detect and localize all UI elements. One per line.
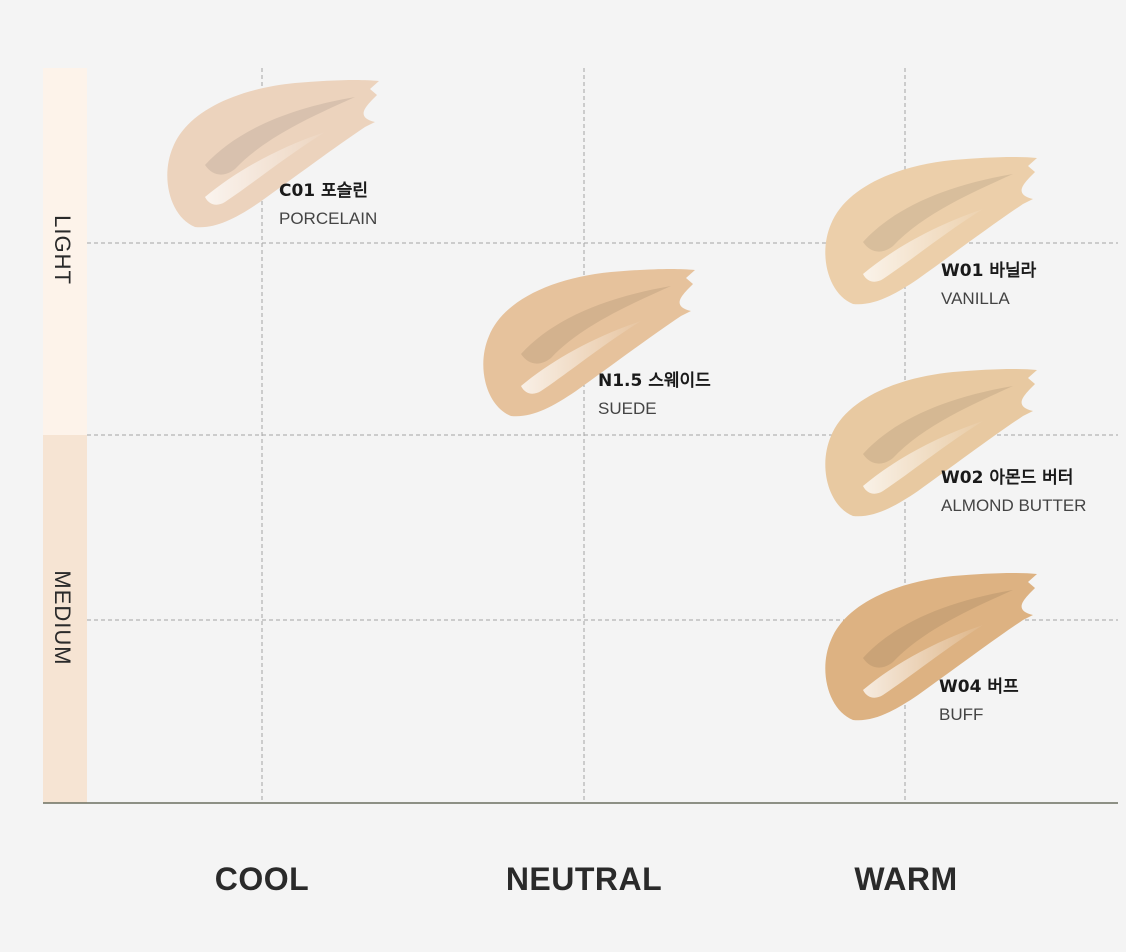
swatch-highlight xyxy=(863,625,983,698)
shade-labels: C01 포슬린 PORCELAIN N1.5 스웨이드 SUEDE W01 바닐라 VAN… xyxy=(279,181,1086,724)
swatch-highlight xyxy=(205,132,325,205)
band-label-medium: MEDIUM xyxy=(50,570,75,665)
swatch-highlight xyxy=(521,321,641,394)
tone-label-warm: WARM xyxy=(854,861,957,897)
swatch-buff xyxy=(825,572,1037,721)
swatch-porcelain xyxy=(167,79,379,228)
swatch-highlight xyxy=(863,209,983,282)
shade-name: SUEDE xyxy=(598,399,657,418)
band-light xyxy=(43,68,87,435)
swatch-streak xyxy=(863,590,1013,668)
swatch-streak xyxy=(205,97,355,175)
shade-name: VANILLA xyxy=(941,289,1010,308)
swatch-highlight xyxy=(863,421,983,494)
shade-code: W04 버프 xyxy=(939,677,1019,697)
swatches xyxy=(167,79,1037,721)
shade-name: PORCELAIN xyxy=(279,209,377,228)
swatch-vanilla xyxy=(825,156,1037,305)
shade-code: W02 아몬드 버터 xyxy=(941,468,1073,488)
swatch-streak xyxy=(863,174,1013,252)
shade-name: BUFF xyxy=(939,705,983,724)
shade-code: N1.5 스웨이드 xyxy=(598,371,711,391)
tone-label-neutral: NEUTRAL xyxy=(506,861,662,897)
band-medium xyxy=(43,435,87,803)
swatch-almond-butter xyxy=(825,368,1037,517)
shade-name: ALMOND BUTTER xyxy=(941,496,1086,515)
band-label-light: LIGHT xyxy=(50,215,75,285)
tone-label-cool: COOL xyxy=(215,861,309,897)
swatch-suede xyxy=(483,268,695,417)
swatch-streak xyxy=(521,286,671,364)
swatch-streak xyxy=(863,386,1013,464)
shade-code: W01 바닐라 xyxy=(941,261,1037,281)
shade-code: C01 포슬린 xyxy=(279,181,368,201)
